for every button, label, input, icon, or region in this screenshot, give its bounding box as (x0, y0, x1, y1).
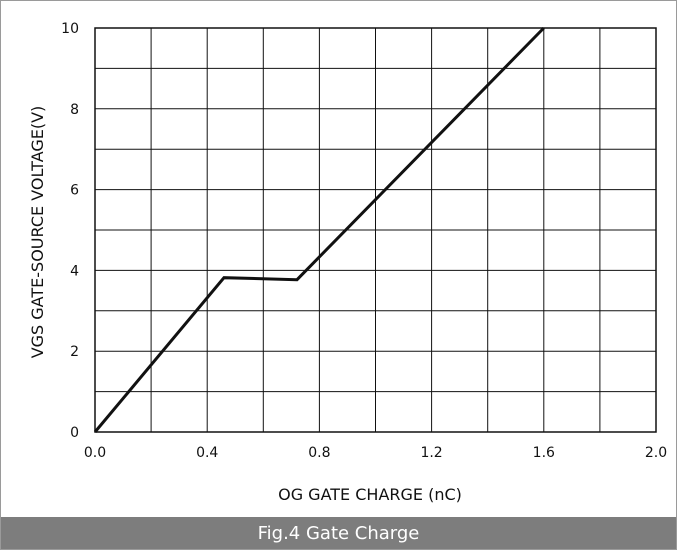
series-layer (93, 26, 545, 433)
y-tick-label: 0 (70, 425, 79, 441)
y-axis-title: VGS GATE-SOURCE VOLTAGE(V) (28, 106, 47, 359)
x-tick-label: 1.6 (533, 445, 555, 461)
series-line-0 (93, 26, 545, 433)
y-tick-label: 6 (70, 183, 79, 199)
y-tick-label: 8 (70, 102, 79, 118)
x-tick-label: 1.2 (420, 445, 442, 461)
plot-border (94, 27, 657, 433)
x-tick-label: 0.0 (84, 445, 106, 461)
y-tick-label: 4 (70, 263, 79, 279)
x-tick-label: 0.8 (308, 445, 330, 461)
x-tick-label: 0.4 (196, 445, 218, 461)
x-axis-title: OG GATE CHARGE (nC) (278, 485, 462, 504)
figure-caption-bar: Fig.4 Gate Charge (1, 517, 676, 549)
y-tick-label: 2 (70, 344, 79, 360)
y-tick-label: 10 (61, 21, 79, 37)
chart-svg: 0.0 0.4 0.8 1.2 1.6 2.0 0 2 4 6 8 10 OG GATE CHARG… (28, 21, 667, 504)
x-axis-ticks: 0.0 0.4 0.8 1.2 1.6 2.0 (84, 445, 667, 461)
grid (94, 27, 657, 433)
x-tick-label: 2.0 (645, 445, 667, 461)
y-axis-ticks: 0 2 4 6 8 10 (61, 21, 79, 441)
figure-caption: Fig.4 Gate Charge (257, 522, 420, 544)
